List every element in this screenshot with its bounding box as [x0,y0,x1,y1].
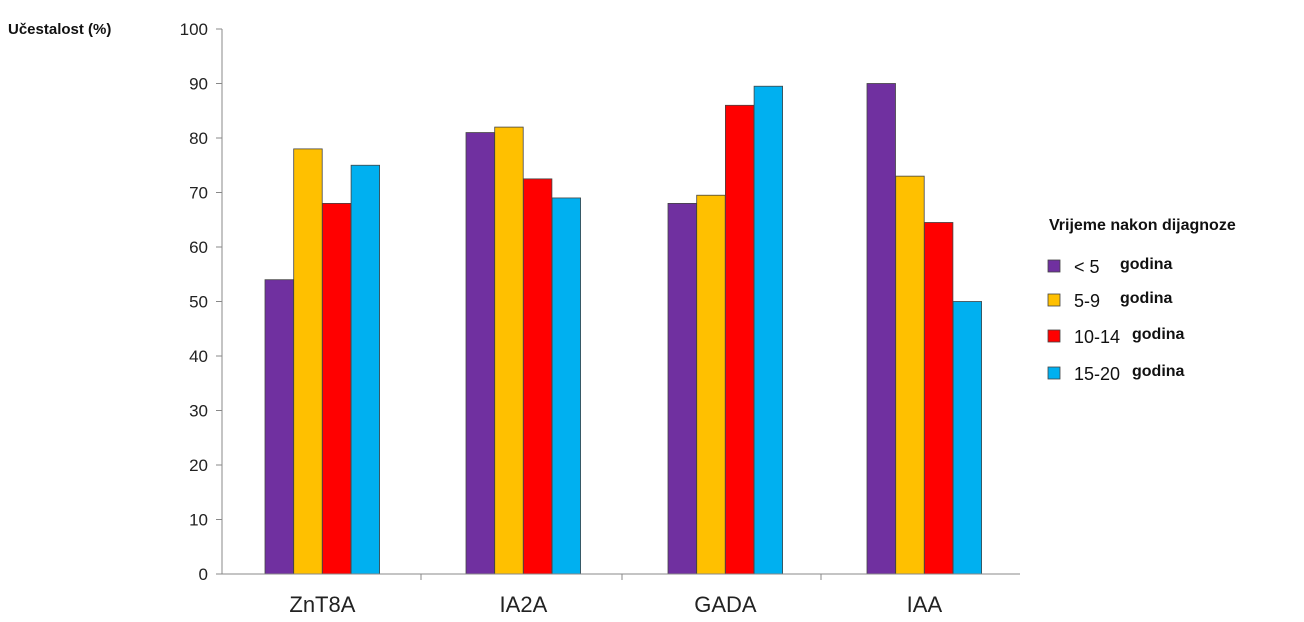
legend-unit-label: godina [1120,290,1173,307]
legend-unit-label: godina [1132,326,1185,343]
y-axis: 0 10 20 30 40 50 60 70 80 90 100 [180,20,223,584]
legend-range-label: 5-9 [1074,291,1100,311]
bar-znt8a-series-1 [264,279,294,575]
legend-range-label: 15-20 [1074,364,1120,384]
y-tick-label: 90 [189,75,208,94]
bar-ia2a-series-3 [523,178,553,575]
legend-swatch [1047,366,1061,380]
y-tick-label: 100 [180,20,208,39]
x-axis: ZnT8A IA2A GADA IAA [222,573,1020,617]
y-tick-label: 40 [189,347,208,366]
legend-unit-label: godina [1132,363,1185,380]
y-tick-label: 60 [189,238,208,257]
x-tick-label: ZnT8A [289,592,355,617]
y-tick-label: 20 [189,456,208,475]
legend: Vrijeme nakon dijagnoze < 5 godina 5-9 godi… [1047,217,1236,384]
y-tick-label: 10 [189,511,208,530]
legend-swatch [1047,259,1061,273]
y-tick-label: 80 [189,129,208,148]
y-tick-label: 50 [189,293,208,312]
y-tick-label: 70 [189,184,208,203]
y-axis-label: Učestalost (%) [8,21,111,38]
bar-ia2a-series-4 [551,197,581,575]
bar-znt8a-series-4 [350,164,381,575]
bar-iaa-series-3 [924,222,954,575]
bar-iaa-series-2 [895,175,925,575]
legend-swatch [1047,329,1061,343]
bar-znt8a-series-2 [293,148,323,575]
bar-ia2a-series-2 [494,126,524,575]
legend-range-label: < 5 [1074,257,1100,277]
bar-gada-series-4 [753,85,783,575]
bar-iaa-series-4 [952,301,982,575]
x-tick-label: IAA [907,592,943,617]
bars [264,83,982,575]
legend-swatch [1047,293,1061,307]
legend-title: Vrijeme nakon dijagnoze [1049,217,1236,234]
bar-ia2a-series-1 [465,132,495,575]
y-tick-label: 0 [199,565,208,584]
bar-iaa-series-1 [866,83,896,575]
y-tick-label: 30 [189,402,208,421]
bar-znt8a-series-3 [321,202,352,575]
legend-unit-label: godina [1120,256,1173,273]
bar-gada-series-3 [725,104,755,575]
x-tick-label: GADA [694,592,757,617]
x-tick-label: IA2A [500,592,548,617]
bar-gada-series-1 [667,202,697,575]
legend-range-label: 10-14 [1074,327,1120,347]
bar-gada-series-2 [696,194,726,575]
